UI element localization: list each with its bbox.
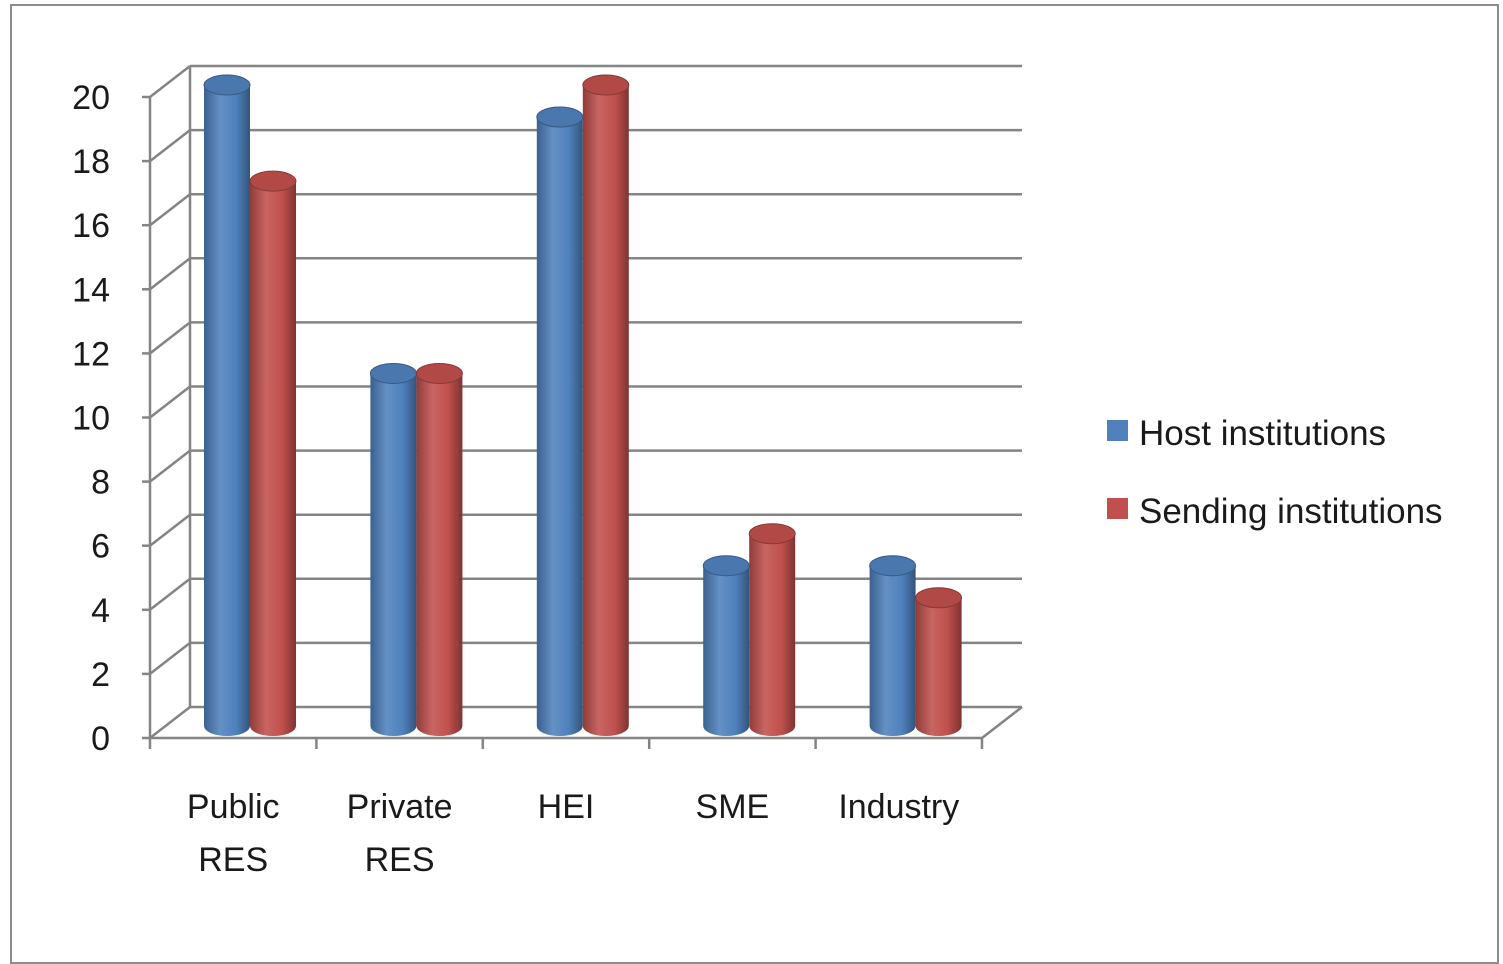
y-tick-label: 0 — [91, 720, 110, 758]
gridline-diagonal — [149, 641, 191, 675]
gridline-diagonal — [149, 321, 191, 355]
floor-right-edge — [981, 706, 1023, 739]
bar-body — [915, 597, 962, 736]
x-tick-label: RES — [198, 841, 268, 879]
bar-body — [703, 565, 750, 736]
chart-bars — [203, 74, 963, 737]
y-tick-label: 4 — [91, 592, 110, 630]
x-tick-label: Private — [347, 788, 453, 826]
bar-cap — [869, 555, 917, 577]
gridline-diagonal — [149, 257, 191, 291]
y-tick-label: 20 — [72, 79, 110, 117]
bar-sending-institutions — [748, 523, 796, 736]
bar-chart: 0 2 4 6 8 10 12 14 16 18 20 Public RES Private RES HEI S… — [72, 64, 1443, 879]
y-tick-label: 16 — [72, 207, 110, 245]
bar-cap — [415, 362, 463, 384]
legend-label: Sending institutions — [1139, 492, 1443, 531]
gridline-diagonal — [149, 706, 191, 739]
gridline-diagonal — [149, 129, 191, 163]
bar-cap — [203, 74, 251, 96]
bar-body — [536, 117, 583, 737]
y-tick-label: 2 — [91, 656, 110, 694]
x-tick-label: Public — [187, 788, 280, 826]
gridline-diagonal — [149, 577, 191, 611]
gridline-diagonal — [149, 193, 191, 227]
bar-host-institutions — [869, 555, 917, 736]
y-tick-label: 18 — [72, 143, 110, 181]
y-tick-label: 10 — [72, 400, 110, 438]
bar-sending-institutions — [415, 362, 463, 736]
bar-host-institutions — [536, 106, 584, 737]
bar-cap — [369, 362, 417, 384]
chart-labels: 0 2 4 6 8 10 12 14 16 18 20 Public RES Private RES HEI S… — [72, 79, 959, 879]
x-tick-label: SME — [696, 788, 770, 826]
y-tick-label: 6 — [91, 528, 110, 566]
bar-sending-institutions — [582, 74, 630, 736]
gridline-diagonal — [149, 385, 191, 419]
bar-cap — [582, 74, 630, 96]
bar-cap — [536, 106, 584, 128]
bar-cap — [249, 170, 297, 192]
y-tick-label: 14 — [72, 271, 110, 309]
y-tick-label: 8 — [91, 464, 110, 502]
bar-body — [749, 533, 796, 736]
x-tick-label: HEI — [538, 788, 595, 826]
chart-axes — [142, 95, 1023, 749]
bar-body — [370, 373, 417, 736]
bar-cap — [915, 587, 963, 609]
legend-label: Host institutions — [1139, 414, 1386, 453]
bar-cap — [702, 555, 750, 577]
legend-swatch — [1107, 498, 1128, 519]
chart-legend: Host institutions Sending institutions — [1107, 414, 1443, 531]
bar-body — [250, 181, 296, 736]
gridline-diagonal — [149, 65, 191, 98]
y-tick-label: 12 — [72, 335, 110, 373]
x-tick-label: Industry — [838, 788, 959, 826]
bar-body — [582, 85, 629, 736]
gridline-diagonal — [149, 449, 191, 483]
bar-sending-institutions — [249, 170, 297, 736]
bar-host-institutions — [203, 74, 251, 736]
bar-host-institutions — [369, 362, 417, 736]
bar-body — [869, 565, 916, 736]
legend-swatch — [1107, 420, 1128, 441]
x-tick-label: RES — [365, 841, 435, 879]
bar-host-institutions — [702, 555, 750, 736]
gridline-diagonal — [149, 513, 191, 547]
bar-body — [204, 85, 250, 736]
bar-sending-institutions — [915, 587, 963, 736]
bar-body — [416, 373, 463, 736]
bar-cap — [748, 523, 796, 545]
